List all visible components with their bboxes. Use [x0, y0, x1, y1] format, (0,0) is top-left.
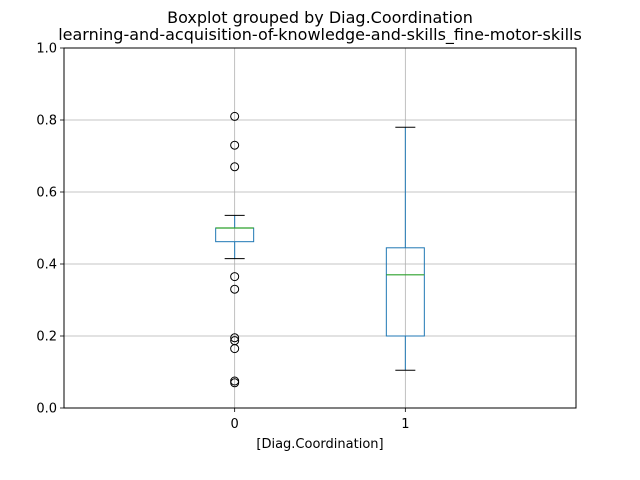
outlier-point	[230, 140, 240, 150]
outlier-point	[230, 344, 240, 354]
box-group-1	[385, 126, 425, 371]
chart-title: Boxplot grouped by Diag.Coordination	[167, 8, 473, 27]
x-tick-label: 1	[401, 417, 409, 432]
y-tick-label: 0.0	[36, 402, 57, 417]
y-tick-label: 0.8	[36, 114, 57, 129]
plot-frame	[63, 47, 577, 409]
outlier-point	[230, 333, 240, 343]
grid-lines	[64, 47, 576, 409]
box-group-0	[215, 111, 255, 388]
outlier-point	[230, 284, 240, 294]
box	[385, 247, 425, 337]
outlier-point	[230, 111, 240, 121]
x-axis-label: [Diag.Coordination]	[256, 437, 383, 452]
boxes-layer	[215, 111, 425, 388]
y-tick-label: 0.4	[36, 258, 57, 273]
outlier-point	[230, 162, 240, 172]
y-tick-label: 1.0	[36, 42, 57, 57]
outlier-point	[230, 378, 240, 388]
outlier-point	[230, 272, 240, 282]
chart-subtitle: learning-and-acquisition-of-knowledge-an…	[58, 25, 582, 44]
x-tick-label: 0	[231, 417, 239, 432]
y-tick-label: 0.2	[36, 330, 57, 345]
y-axis: 0.0 0.2 0.4 0.6 0.8 1.0	[36, 42, 64, 417]
y-tick-label: 0.6	[36, 186, 57, 201]
